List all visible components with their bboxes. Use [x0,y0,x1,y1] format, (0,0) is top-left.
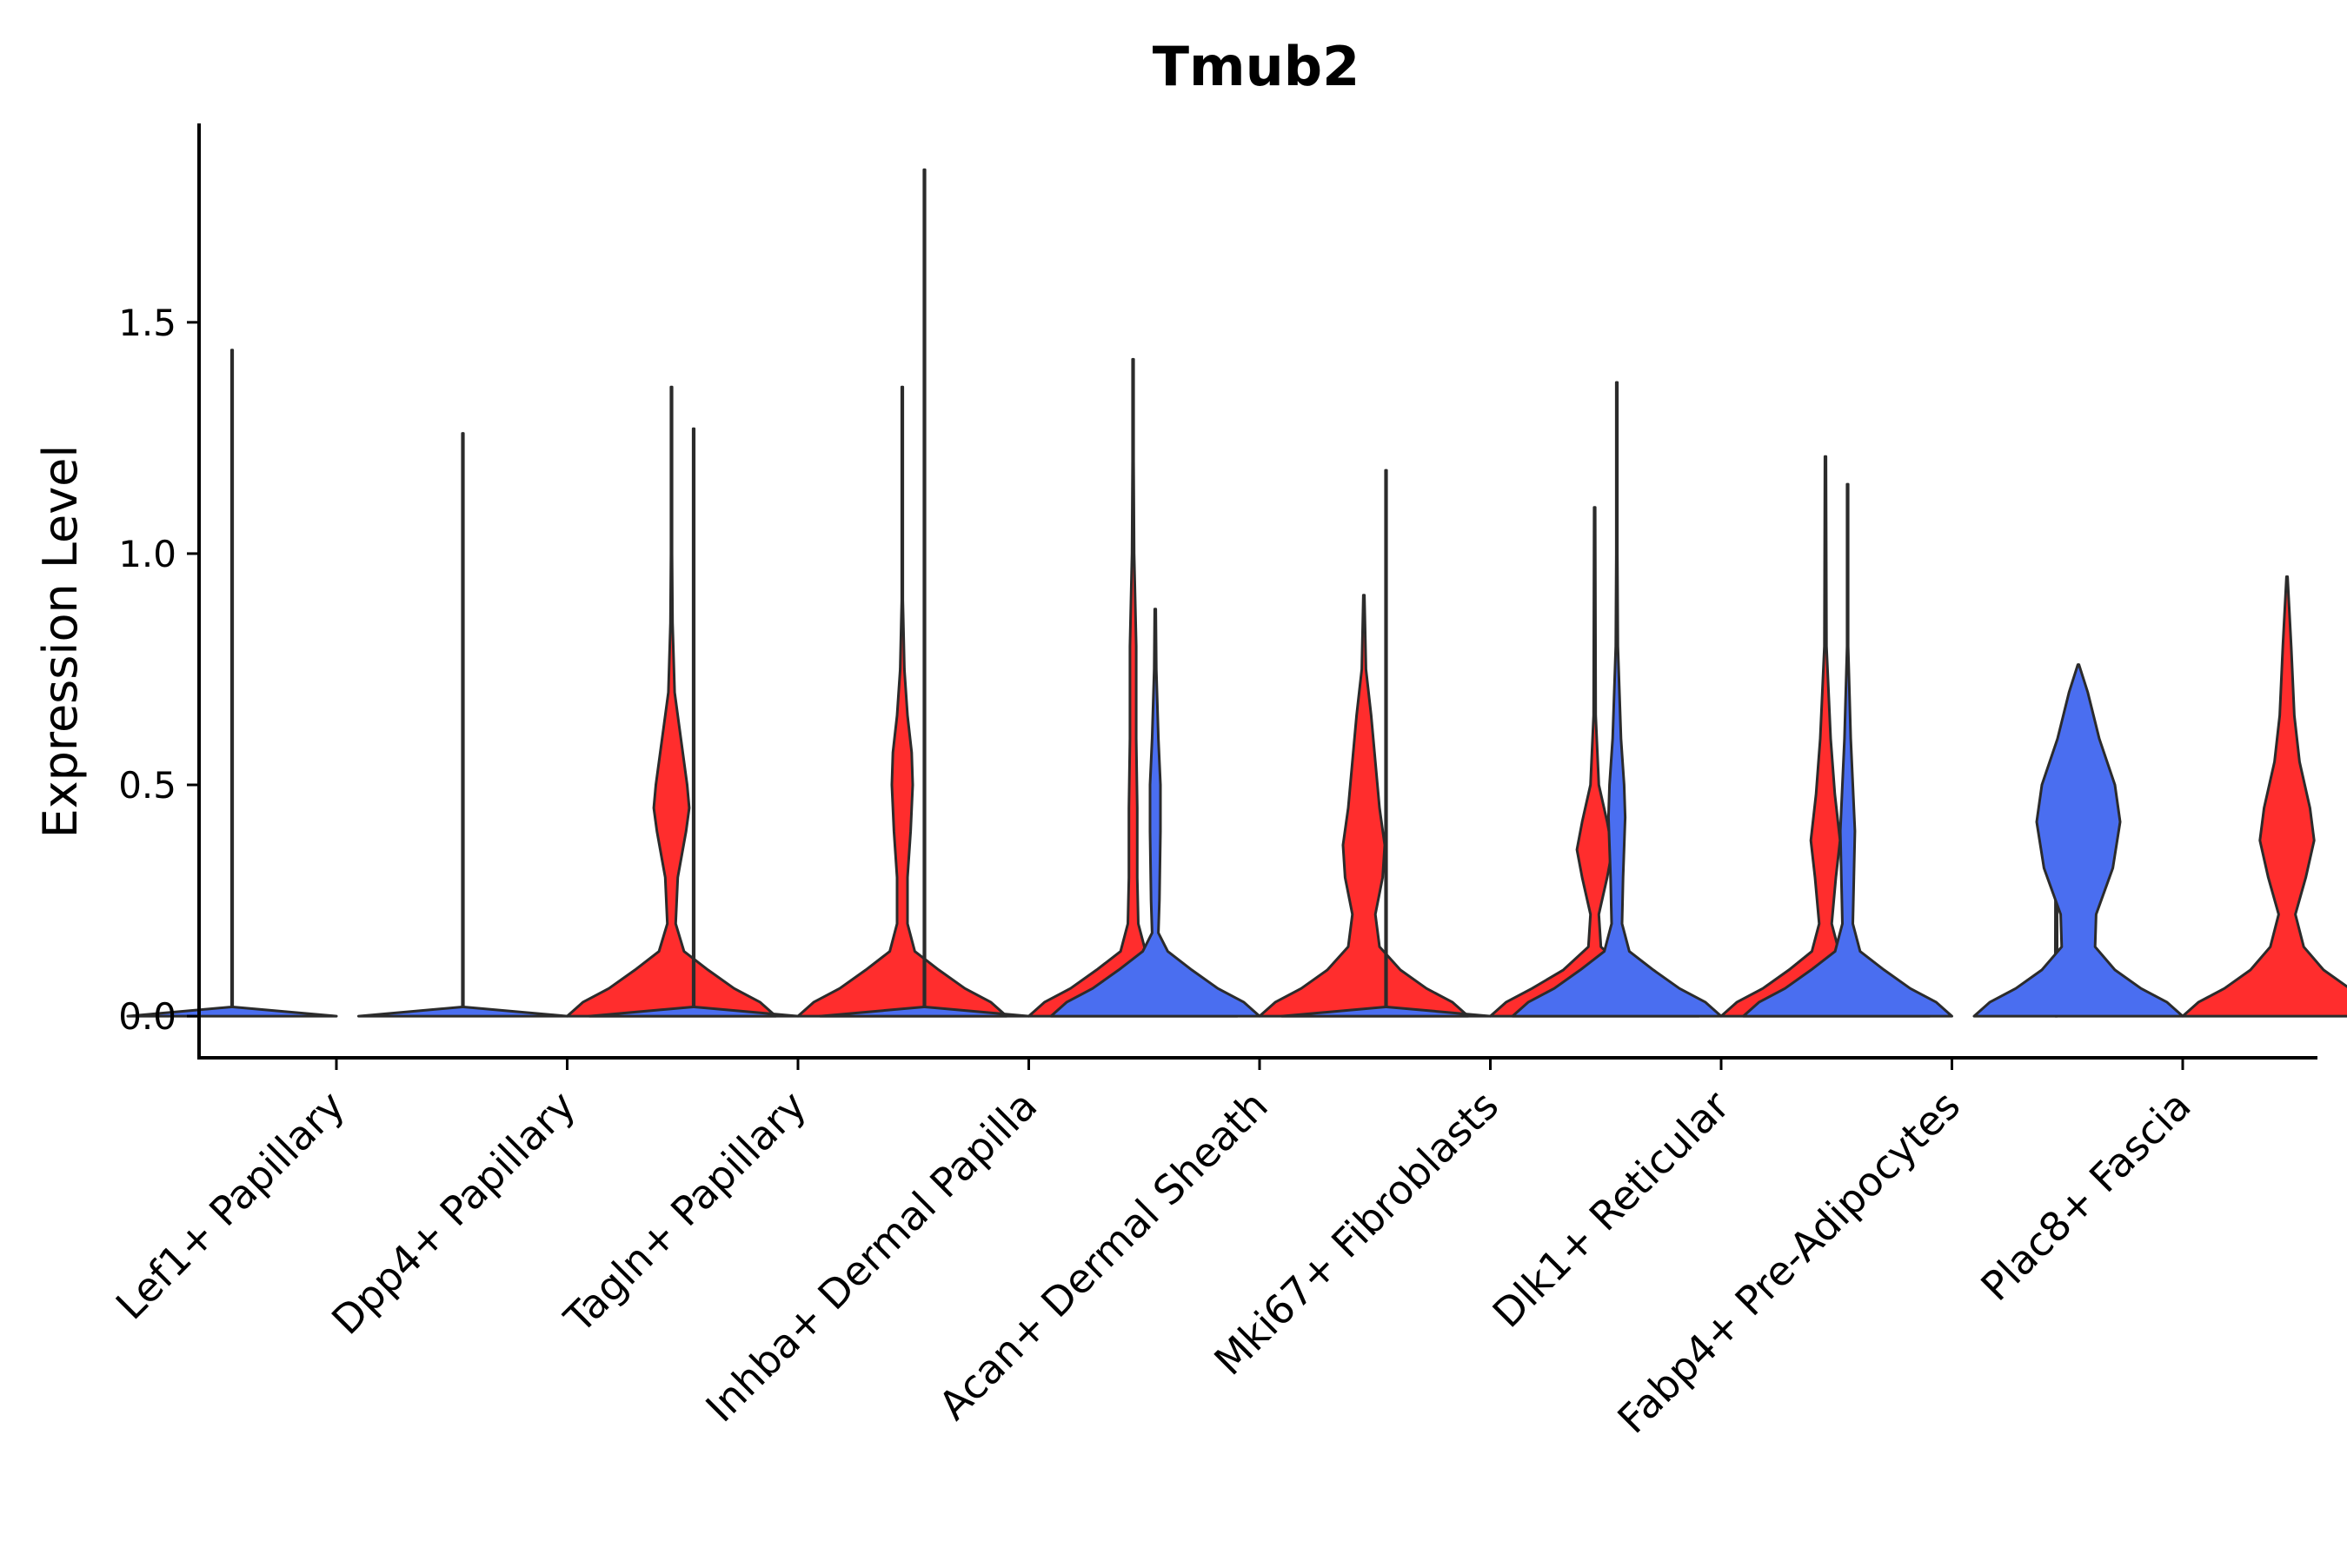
violin-inhba-dermal-papilla-blue-group [819,168,1030,1018]
violin-dpp4-papillary-red-group [566,385,777,1018]
y-tick-label: 0.0 [118,995,176,1038]
x-tick-label-lef1-papillary: Lef1+ Papillary [107,1082,354,1329]
x-tick-label-dpp4-papillary: Dpp4+ Papillary [322,1082,584,1344]
violin-tagln-papillary-blue-group [588,427,800,1018]
violin-mki67-fibroblasts-red-group [1489,506,1700,1018]
y-tick-label: 1.0 [118,533,176,575]
chart-title: Tmub2 [1153,35,1360,98]
violin-fabp4-pre-adipocytes-blue-group [1742,482,1953,1018]
violin-plac8-fascia-blue-group [1972,663,2184,1018]
x-tick-label-plac8-fascia: Plac8+ Fascia [1971,1082,2199,1310]
violin-plac8-fascia-red-group [2181,575,2347,1018]
y-ticks-layer: 0.0 0.5 1.0 1.5 [118,302,199,1038]
violin-inhba-dermal-papilla-red-group [1027,357,1239,1018]
x-tick-label-tagln-papillary: Tagln+ Papillary [555,1082,815,1343]
violin-dlk1-reticular-blue-group [1511,381,1723,1018]
y-tick-label: 0.5 [118,764,176,807]
y-axis-label: Expression Level [33,445,88,839]
violin-lef1-papillary-blue-group [126,349,338,1018]
violin-mki67-fibroblasts-blue-group [1280,468,1492,1018]
x-tick-label-dlk1-reticular: Dlk1+ Reticular [1484,1082,1739,1337]
violins-layer [126,168,2347,1018]
violin-tagln-papillary-red-group [796,385,1008,1018]
violin-dlk1-reticular-red-group [1719,455,1931,1018]
violin-dpp4-papillary-blue-group [357,432,568,1018]
y-tick-label: 1.5 [118,302,176,344]
violin-acan-dermal-sheath-blue-group [1049,608,1261,1018]
violin-acan-dermal-sheath-red-group [1258,594,1470,1018]
